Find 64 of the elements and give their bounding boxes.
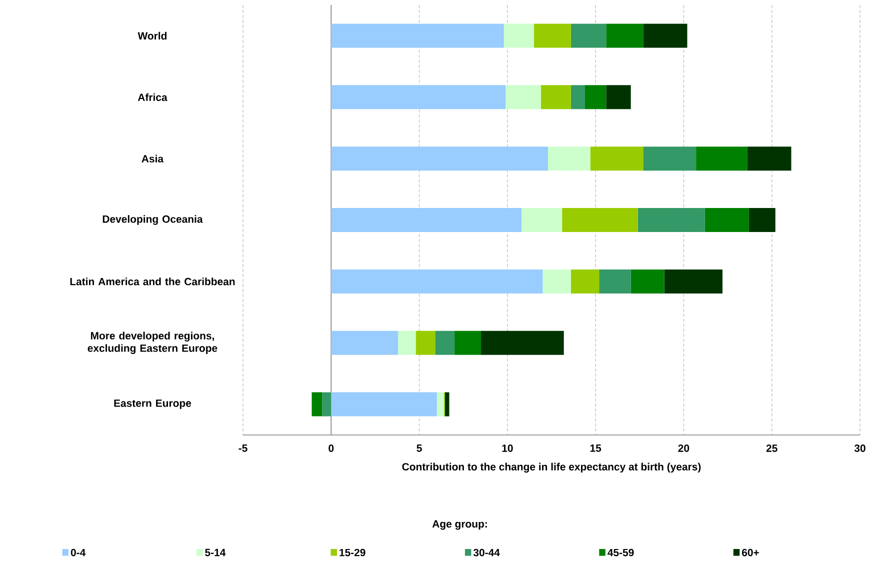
bar xyxy=(454,330,481,355)
y-tick-label: Africa xyxy=(138,93,168,101)
legend-label: 45-59 xyxy=(608,548,634,556)
bar xyxy=(398,330,416,355)
y-tick-label: Developing Oceania xyxy=(102,215,203,225)
bar xyxy=(747,146,792,171)
bar xyxy=(562,208,638,232)
bar xyxy=(504,24,534,48)
bar xyxy=(534,24,571,48)
bar xyxy=(331,269,543,294)
bar xyxy=(570,269,600,294)
bar xyxy=(331,208,522,232)
bar xyxy=(436,392,444,416)
x-tick-label: 5 xyxy=(416,444,422,452)
bar xyxy=(664,269,722,294)
bar xyxy=(696,146,748,171)
bar xyxy=(643,146,696,171)
bar xyxy=(331,330,398,355)
x-axis-title: Contribution to the change in life expectancy at birth (years) xyxy=(402,462,701,473)
y-tick-label: Eastern Europe xyxy=(114,400,192,409)
y-tick-label: Latin America and the Caribbean xyxy=(70,278,235,286)
bar xyxy=(331,146,548,171)
bar xyxy=(570,24,606,48)
x-tick-label: 0 xyxy=(328,444,334,452)
bar xyxy=(444,392,450,416)
bar xyxy=(643,24,688,48)
bar xyxy=(506,85,541,110)
bar xyxy=(599,269,631,294)
bar xyxy=(331,24,504,48)
bar xyxy=(540,85,571,110)
bar xyxy=(570,85,585,110)
bar xyxy=(606,85,631,110)
bar xyxy=(331,85,506,110)
y-tick-label: Asia xyxy=(142,154,164,162)
x-tick-label: 25 xyxy=(766,444,778,452)
bar xyxy=(435,330,455,355)
x-tick-label: -5 xyxy=(238,444,248,452)
bar xyxy=(522,208,562,232)
legend-label: 60+ xyxy=(742,548,759,556)
y-tick-label: World xyxy=(138,32,167,40)
bar xyxy=(584,85,606,110)
bar xyxy=(480,330,564,355)
bar xyxy=(542,269,571,294)
bar xyxy=(590,146,644,171)
x-tick-label: 30 xyxy=(854,444,866,452)
bar xyxy=(638,208,705,232)
legend-label: 30-44 xyxy=(473,548,500,556)
bar xyxy=(630,269,664,294)
bar xyxy=(748,208,776,232)
legend-label: 0-4 xyxy=(70,548,86,556)
bar xyxy=(312,392,322,416)
x-tick-label: 10 xyxy=(502,444,513,452)
bar xyxy=(548,146,590,171)
legend-label: 5-14 xyxy=(205,548,226,556)
bar xyxy=(331,392,437,416)
y-tick-label: More developed regions, excluding Eastern Europe xyxy=(88,332,218,354)
bar xyxy=(704,208,749,232)
x-tick-label: 20 xyxy=(678,444,690,452)
x-tick-label: 15 xyxy=(590,444,602,452)
legend-title: Age group: xyxy=(432,520,487,530)
legend-label: 15-29 xyxy=(340,548,366,556)
bar xyxy=(606,24,644,48)
bar xyxy=(416,330,436,355)
bar xyxy=(322,392,332,416)
